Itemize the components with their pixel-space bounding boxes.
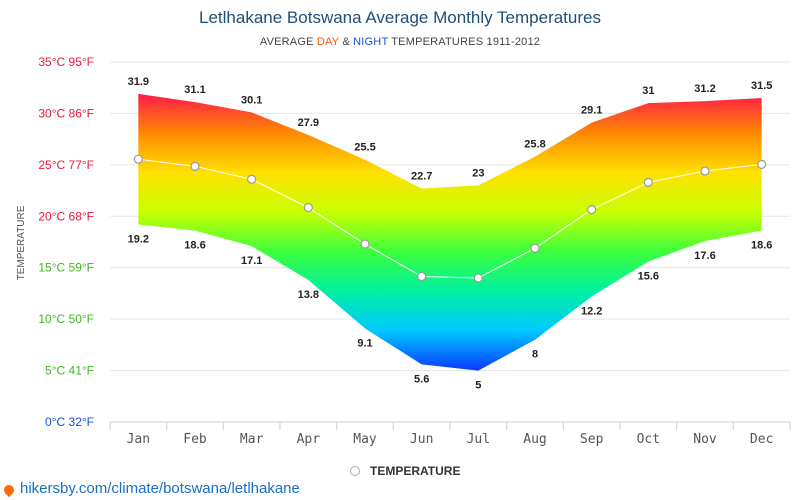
subtitle-prefix: AVERAGE	[259, 36, 317, 48]
night-value-label: 5.6	[414, 373, 429, 385]
x-tick-label: Sep	[580, 432, 604, 447]
day-value-label: 23	[472, 167, 484, 179]
x-tick-label: Jun	[410, 432, 433, 447]
legend-label: TEMPERATURE	[370, 464, 461, 478]
y-tick-label: 20°C 68°F	[38, 209, 94, 223]
average-line	[133, 154, 767, 283]
day-value-label: 29.1	[581, 105, 602, 117]
x-tick-label: Feb	[183, 432, 207, 447]
x-tick-label: Aug	[523, 432, 546, 447]
data-labels: 31.9 31.1 30.1 27.9 25.5 22.7 23 25.8 29.1 31 31.2…	[128, 76, 773, 392]
night-value-label: 17.1	[241, 255, 262, 267]
y-axis-title: TEMPERATURE	[16, 205, 27, 280]
average-point	[530, 243, 540, 253]
night-value-label: 18.6	[751, 240, 772, 252]
average-point	[587, 205, 597, 215]
y-tick-label: 25°C 77°F	[38, 158, 94, 172]
average-point	[757, 159, 767, 169]
x-tick-label: Jan	[127, 432, 150, 447]
y-tick-label: 35°C 95°F	[38, 55, 94, 69]
day-value-label: 31.5	[751, 80, 772, 92]
night-value-label: 15.6	[638, 271, 659, 283]
day-value-label: 31	[642, 85, 654, 97]
night-value-label: 13.8	[298, 289, 319, 301]
y-tick-label: 15°C 59°F	[38, 261, 94, 275]
x-tick-label: May	[353, 432, 377, 447]
subtitle-suffix: TEMPERATURES 1911-2012	[388, 36, 541, 48]
average-point	[700, 166, 710, 176]
subtitle-night: NIGHT	[353, 36, 389, 48]
day-value-label: 31.1	[184, 84, 205, 96]
source-text: hikersby.com/climate/botswana/letlhakane	[20, 480, 300, 497]
x-tick-label: Jul	[467, 432, 490, 447]
day-value-label: 31.9	[128, 76, 149, 88]
subtitle-day: DAY	[316, 36, 340, 48]
average-temperature-line	[138, 158, 762, 279]
day-value-label: 31.2	[694, 83, 715, 95]
night-value-label: 18.6	[184, 240, 205, 252]
night-value-label: 17.6	[694, 250, 715, 262]
night-value-label: 9.1	[357, 337, 372, 349]
average-point	[190, 161, 200, 171]
chart-subtitle: AVERAGE DAY & NIGHT TEMPERATURES 1911-20…	[0, 36, 800, 48]
temperature-band	[138, 93, 762, 371]
temperature-area	[138, 93, 762, 371]
average-point	[247, 174, 257, 184]
day-value-label: 27.9	[298, 117, 319, 129]
average-point	[303, 202, 313, 213]
subtitle-mid: &	[339, 36, 354, 48]
day-value-label: 22.7	[411, 171, 432, 183]
average-point	[473, 273, 483, 283]
night-value-label: 5	[475, 380, 481, 392]
location-pin-icon	[1, 482, 17, 497]
x-tick-label: Apr	[297, 432, 321, 447]
day-value-label: 25.5	[354, 142, 375, 154]
x-tick-label: Mar	[240, 432, 264, 447]
day-value-label: 25.8	[524, 139, 545, 151]
legend-marker-icon	[350, 466, 360, 476]
y-tick-label: 10°C 50°F	[38, 312, 94, 326]
day-value-label: 30.1	[241, 94, 262, 106]
x-tick-label: Nov	[693, 432, 717, 447]
source-link[interactable]: hikersby.com/climate/botswana/letlhakane	[1, 480, 300, 497]
chart-legend[interactable]: TEMPERATURE	[350, 464, 460, 478]
night-value-label: 8	[532, 349, 538, 361]
average-point	[133, 154, 143, 164]
y-tick-label: 0°C 32°F	[45, 415, 94, 429]
night-value-label: 19.2	[128, 234, 149, 246]
night-value-label: 12.2	[581, 306, 602, 318]
x-tick-label: Oct	[637, 432, 660, 447]
axes: 35°C 95°F 30°C 86°F 25°C 77°F 20°C 68°F 15°C…	[16, 55, 791, 447]
average-point	[643, 177, 653, 187]
y-tick-label: 30°C 86°F	[38, 106, 94, 120]
x-tick-label: Dec	[750, 432, 773, 447]
average-point	[417, 271, 427, 282]
chart-title: Letlhakane Botswana Average Monthly Temp…	[199, 8, 601, 27]
y-tick-label: 5°C 41°F	[45, 364, 94, 378]
average-point	[360, 239, 370, 249]
